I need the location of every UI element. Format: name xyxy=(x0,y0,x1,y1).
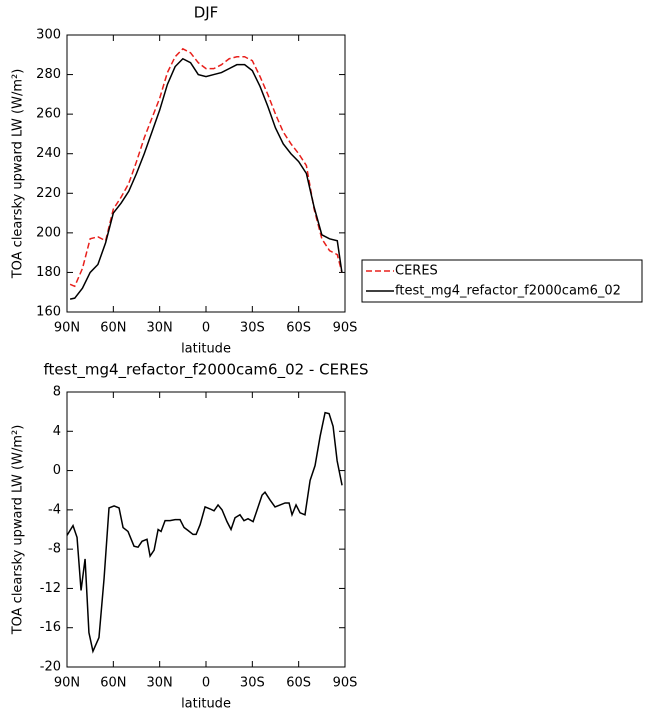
x-axis-label: latitude xyxy=(181,342,231,357)
y-axis-label: TOA clearsky upward LW (W/m²) xyxy=(11,425,26,636)
y-tick-label: 180 xyxy=(36,265,61,280)
x-tick-label: 30S xyxy=(240,676,265,691)
x-axis-label: latitude xyxy=(181,697,231,712)
y-tick-label: -8 xyxy=(48,542,61,557)
data-line xyxy=(69,47,343,288)
y-tick-label: 240 xyxy=(36,146,61,161)
data-line xyxy=(66,411,343,654)
chart-title: ftest_mg4_refactor_f2000cam6_02 - CERES xyxy=(44,361,369,380)
y-tick-label: 200 xyxy=(36,225,61,240)
x-tick-label: 0 xyxy=(202,321,210,336)
y-tick-label: 0 xyxy=(53,463,61,478)
x-tick-label: 90N xyxy=(54,676,80,691)
chart-title: DJF xyxy=(194,4,219,22)
x-tick-label: 0 xyxy=(202,676,210,691)
y-tick-label: 220 xyxy=(36,186,61,201)
y-tick-label: 280 xyxy=(36,67,61,82)
legend-box xyxy=(361,259,643,303)
x-tick-label: 60N xyxy=(100,321,126,336)
x-tick-label: 60N xyxy=(100,676,126,691)
x-tick-label: 90S xyxy=(333,321,358,336)
y-tick-label: 8 xyxy=(53,385,61,400)
y-tick-label: 300 xyxy=(36,28,61,43)
y-tick-label: 160 xyxy=(36,305,61,320)
x-tick-label: 30N xyxy=(147,321,173,336)
x-tick-label: 60S xyxy=(286,321,311,336)
legend-label: ftest_mg4_refactor_f2000cam6_02 xyxy=(395,284,621,299)
y-tick-label: -12 xyxy=(40,581,61,596)
y-tick-label: 4 xyxy=(53,424,61,439)
plot-frame xyxy=(66,391,346,668)
legend-label: CERES xyxy=(395,264,438,279)
y-tick-label: -4 xyxy=(48,502,61,517)
x-tick-label: 30S xyxy=(240,321,265,336)
x-tick-label: 90N xyxy=(54,321,80,336)
y-tick-label: -16 xyxy=(40,620,61,635)
y-tick-label: 260 xyxy=(36,107,61,122)
x-tick-label: 60S xyxy=(286,676,311,691)
x-tick-label: 90S xyxy=(333,676,358,691)
x-tick-label: 30N xyxy=(147,676,173,691)
data-line xyxy=(69,57,343,300)
y-tick-label: -20 xyxy=(40,660,61,675)
y-axis-label: TOA clearsky upward LW (W/m²) xyxy=(11,69,26,280)
